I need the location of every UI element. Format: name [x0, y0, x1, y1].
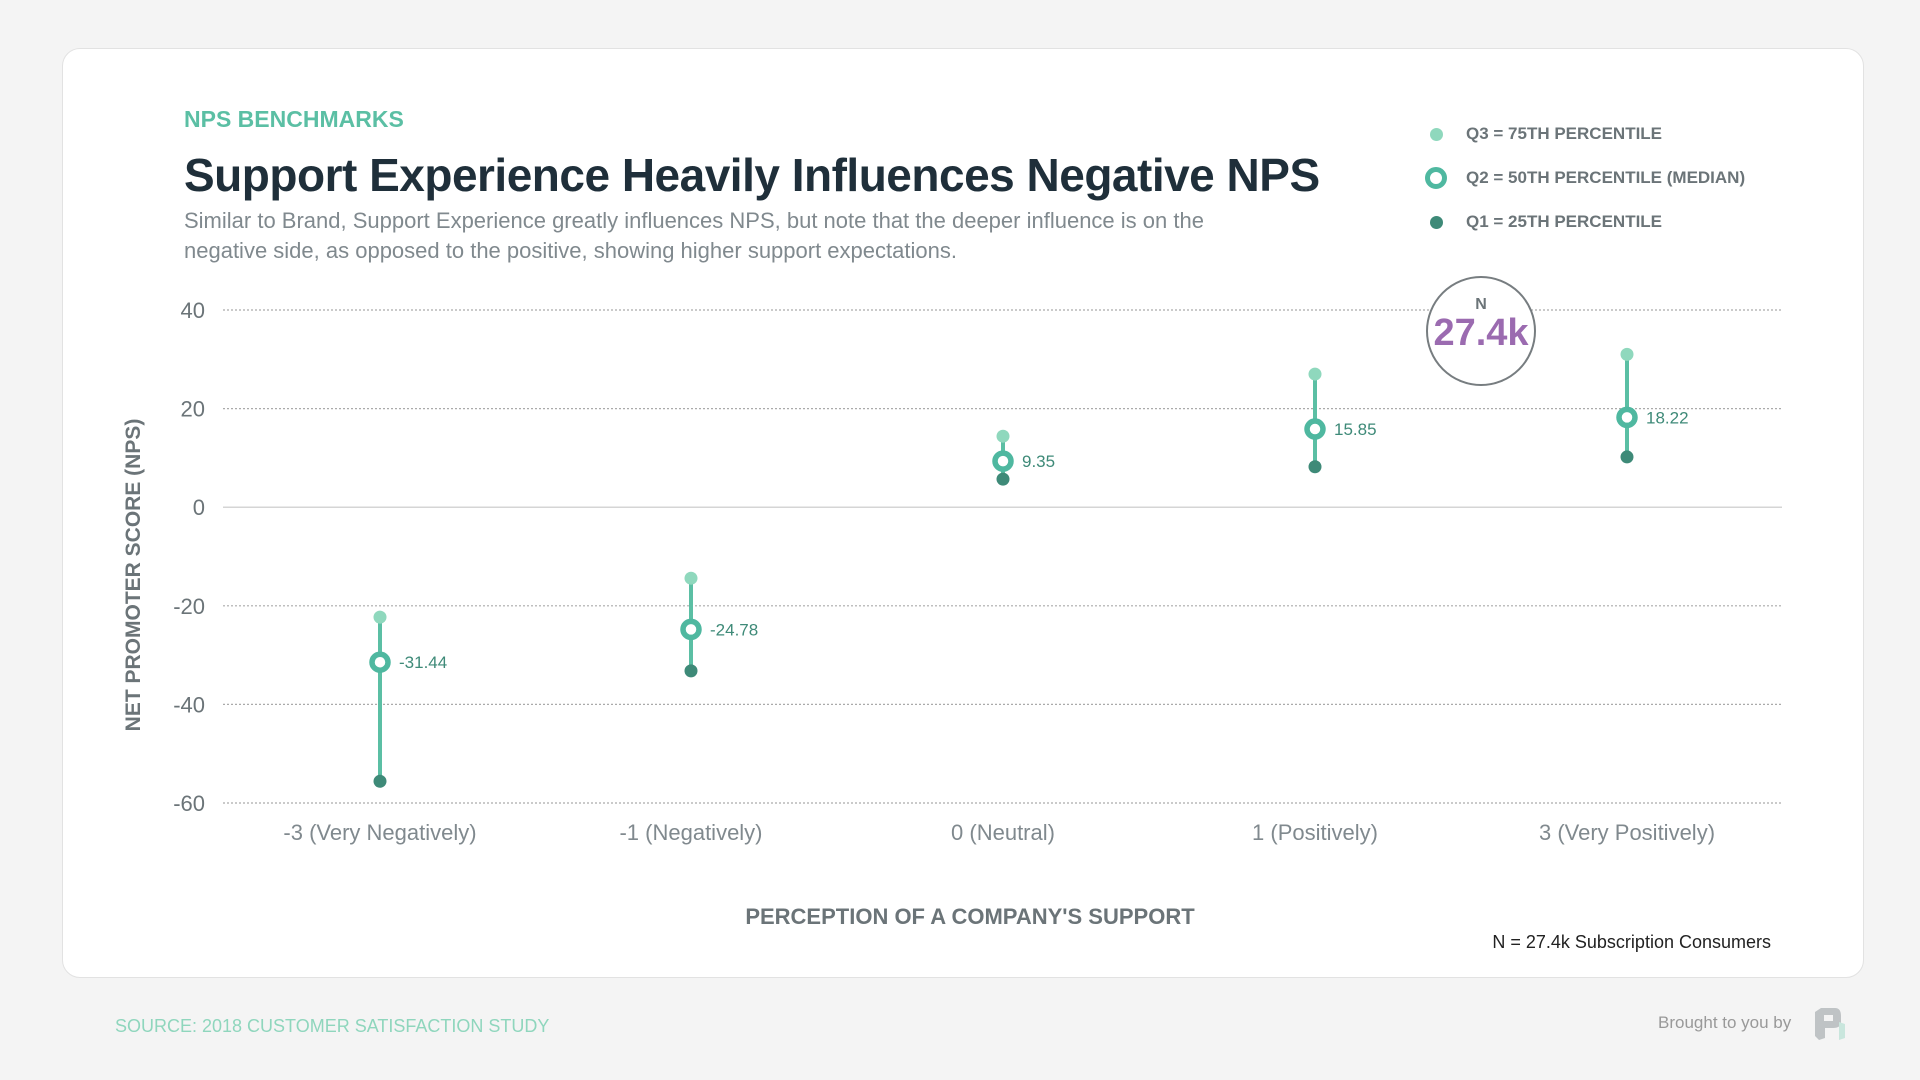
data-label: 15.85 [1334, 420, 1377, 439]
y-axis-title: NET PROMOTER SCORE (NPS) [122, 419, 145, 732]
median-point [992, 450, 1014, 472]
legend-item-q1: Q1 = 25TH PERCENTILE [1424, 200, 1745, 244]
q3-point [373, 610, 387, 624]
x-tick-label: 0 (Neutral) [951, 820, 1055, 845]
x-tick-label: -1 (Negatively) [619, 820, 762, 845]
x-tick-label: -3 (Very Negatively) [283, 820, 476, 845]
data-label: -24.78 [710, 620, 758, 639]
q3-point [996, 429, 1010, 443]
y-tick-label: -60 [173, 791, 205, 816]
q1-point [1620, 450, 1634, 464]
q2-ring-icon [1425, 167, 1447, 189]
y-tick-label: 20 [181, 397, 205, 422]
q1-dot-icon [1429, 215, 1443, 229]
subtitle: Similar to Brand, Support Experience gre… [184, 208, 1204, 263]
y-tick-label: -20 [173, 594, 205, 619]
n-badge-value: 27.4k [1433, 312, 1529, 354]
eyebrow: NPS BENCHMARKS [184, 106, 404, 132]
legend-item-q2: Q2 = 50TH PERCENTILE (MEDIAN) [1424, 156, 1745, 200]
legend-label: Q1 = 25TH PERCENTILE [1466, 212, 1663, 231]
data-label: -31.44 [399, 653, 447, 672]
chart-card [62, 48, 1864, 978]
source-note: SOURCE: 2018 CUSTOMER SATISFACTION STUDY [115, 1016, 550, 1036]
q1-point [684, 664, 698, 678]
x-axis-title: PERCEPTION OF A COMPANY'S SUPPORT [745, 904, 1195, 929]
legend-label: Q2 = 50TH PERCENTILE (MEDIAN) [1466, 168, 1746, 187]
footnote: N = 27.4k Subscription Consumers [1492, 932, 1771, 952]
brought-by-text: Brought to you by [1658, 1013, 1792, 1032]
brand-logo-icon [1815, 1008, 1845, 1040]
legend-label: Q3 = 75TH PERCENTILE [1466, 124, 1663, 143]
q1-point [996, 472, 1010, 486]
q3-point [1308, 367, 1322, 381]
y-tick-label: -40 [173, 692, 205, 717]
median-point [680, 618, 702, 641]
x-tick-label: 1 (Positively) [1252, 820, 1378, 845]
q1-point [1308, 460, 1322, 474]
legend-item-q3: Q3 = 75TH PERCENTILE [1424, 112, 1745, 156]
median-point [1304, 418, 1326, 440]
q3-point [684, 571, 698, 585]
q3-point [1620, 347, 1634, 361]
legend: Q3 = 75TH PERCENTILE Q2 = 50TH PERCENTIL… [1424, 112, 1745, 244]
data-label: 18.22 [1646, 408, 1689, 427]
q1-point [373, 774, 387, 788]
x-tick-label: 3 (Very Positively) [1539, 820, 1715, 845]
y-tick-label: 40 [181, 298, 205, 323]
median-point [1616, 406, 1638, 429]
page-title: Support Experience Heavily Influences Ne… [184, 149, 1320, 201]
y-tick-label: 0 [193, 495, 205, 520]
q3-dot-icon [1429, 127, 1443, 141]
n-badge: N 27.4k [1426, 276, 1536, 386]
n-badge-label: N [1475, 296, 1487, 313]
median-point [369, 651, 391, 673]
data-label: 9.35 [1022, 452, 1055, 471]
